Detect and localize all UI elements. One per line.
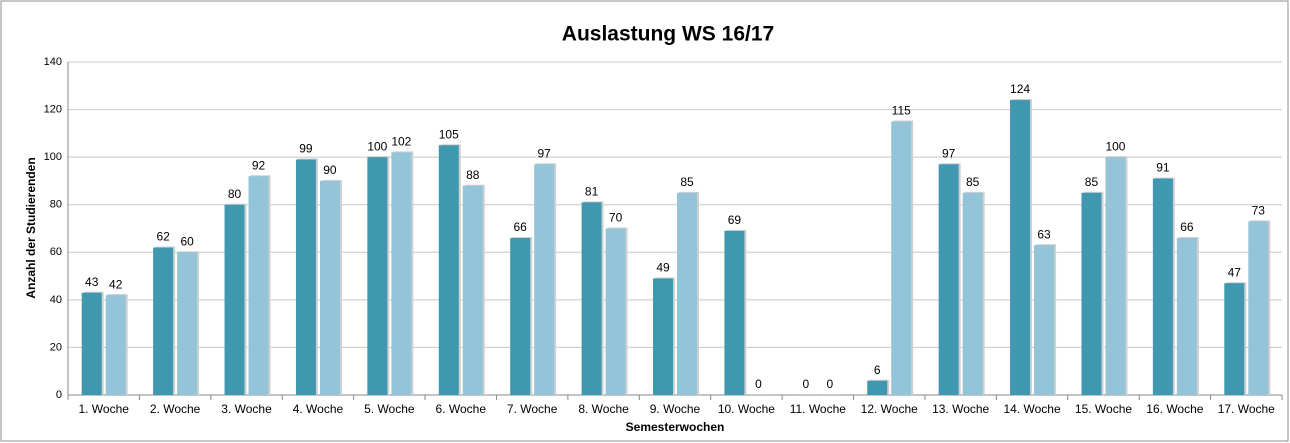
data-label: 90	[323, 163, 337, 177]
y-tick-label: 100	[44, 151, 62, 163]
bar	[105, 295, 126, 395]
bar-shadow	[750, 394, 771, 395]
bar	[1010, 100, 1031, 396]
bar	[1248, 221, 1269, 395]
data-label: 80	[228, 187, 242, 201]
x-tick-label: 3. Woche	[221, 402, 272, 416]
bar	[295, 159, 316, 395]
bar	[510, 238, 531, 395]
y-tick-label: 120	[44, 103, 62, 115]
bar	[867, 380, 888, 395]
data-label: 88	[466, 168, 480, 182]
data-label: 85	[1085, 175, 1099, 189]
bar	[1152, 178, 1173, 395]
chart-title: Auslastung WS 16/17	[562, 23, 774, 46]
data-label: 66	[1180, 220, 1194, 234]
y-tick-label: 0	[56, 389, 62, 401]
bar	[438, 145, 459, 395]
data-label: 124	[1010, 82, 1030, 96]
x-tick-label: 7. Woche	[507, 402, 558, 416]
y-tick-label: 80	[50, 199, 62, 211]
bar	[177, 252, 198, 395]
data-label: 47	[1228, 265, 1242, 279]
bar	[962, 192, 983, 395]
x-tick-label: 16. Woche	[1146, 402, 1203, 416]
bar	[462, 185, 483, 395]
x-tick-label: 11. Woche	[790, 402, 847, 416]
data-label: 69	[728, 213, 742, 227]
y-tick-label: 140	[44, 56, 62, 68]
bar	[1224, 283, 1245, 395]
data-label: 99	[299, 142, 313, 156]
data-label: 6	[874, 363, 881, 377]
bar	[653, 278, 673, 395]
data-label: 0	[826, 377, 833, 391]
data-label: 85	[680, 175, 694, 189]
bar	[81, 292, 102, 395]
data-label: 102	[391, 135, 411, 149]
data-label: 70	[609, 211, 623, 225]
data-label: 62	[156, 230, 170, 244]
data-label: 66	[513, 220, 527, 234]
data-label: 97	[537, 146, 551, 160]
x-tick-label: 10. Woche	[718, 402, 775, 416]
bar	[938, 164, 959, 395]
bar	[153, 247, 174, 395]
bar	[367, 157, 388, 395]
data-label: 97	[942, 146, 956, 160]
bar	[1105, 157, 1126, 395]
data-label: 85	[966, 175, 980, 189]
bar	[248, 176, 269, 395]
bar	[319, 180, 340, 395]
bar	[581, 202, 602, 395]
x-tick-label: 12. Woche	[861, 402, 918, 416]
y-axis-label: Anzahl der Studierenden	[24, 157, 38, 298]
x-tick-label: 5. Woche	[364, 402, 415, 416]
x-tick-label: 17. Woche	[1218, 402, 1275, 416]
x-axis-label: Semesterwochen	[626, 420, 725, 434]
bar	[677, 192, 697, 395]
data-label: 91	[1156, 161, 1170, 175]
bar	[605, 228, 626, 395]
data-label: 0	[755, 377, 762, 391]
bar-shadow	[797, 394, 818, 395]
bar	[724, 230, 745, 395]
data-label: 63	[1037, 227, 1051, 241]
y-tick-label: 60	[50, 246, 62, 258]
x-tick-label: 2. Woche	[150, 402, 201, 416]
y-tick-label: 20	[50, 341, 62, 353]
bar	[1176, 238, 1197, 395]
data-label: 100	[367, 139, 387, 153]
x-tick-label: 15. Woche	[1075, 402, 1132, 416]
data-label: 0	[802, 377, 809, 391]
bar	[1081, 192, 1102, 395]
data-label: 42	[109, 277, 123, 291]
x-tick-label: 6. Woche	[436, 402, 487, 416]
bar	[1034, 245, 1055, 395]
x-tick-label: 14. Woche	[1003, 402, 1060, 416]
x-tick-label: 13. Woche	[932, 402, 989, 416]
data-label: 60	[180, 234, 194, 248]
x-tick-label: 1. Woche	[78, 402, 129, 416]
data-label: 92	[252, 158, 266, 172]
y-tick-label: 40	[50, 294, 62, 306]
data-label: 105	[439, 127, 459, 141]
data-label: 73	[1252, 204, 1266, 218]
bar	[891, 121, 912, 395]
bar	[391, 152, 412, 395]
bar	[224, 204, 245, 395]
data-label: 115	[892, 104, 911, 118]
bar-shadow	[821, 394, 842, 395]
data-label: 100	[1105, 139, 1125, 153]
x-tick-label: 8. Woche	[578, 402, 629, 416]
x-tick-label: 9. Woche	[650, 402, 701, 416]
data-label: 43	[85, 275, 99, 289]
x-tick-label: 4. Woche	[293, 402, 344, 416]
data-label: 49	[656, 261, 670, 275]
bar	[534, 164, 555, 395]
data-label: 81	[585, 185, 599, 199]
